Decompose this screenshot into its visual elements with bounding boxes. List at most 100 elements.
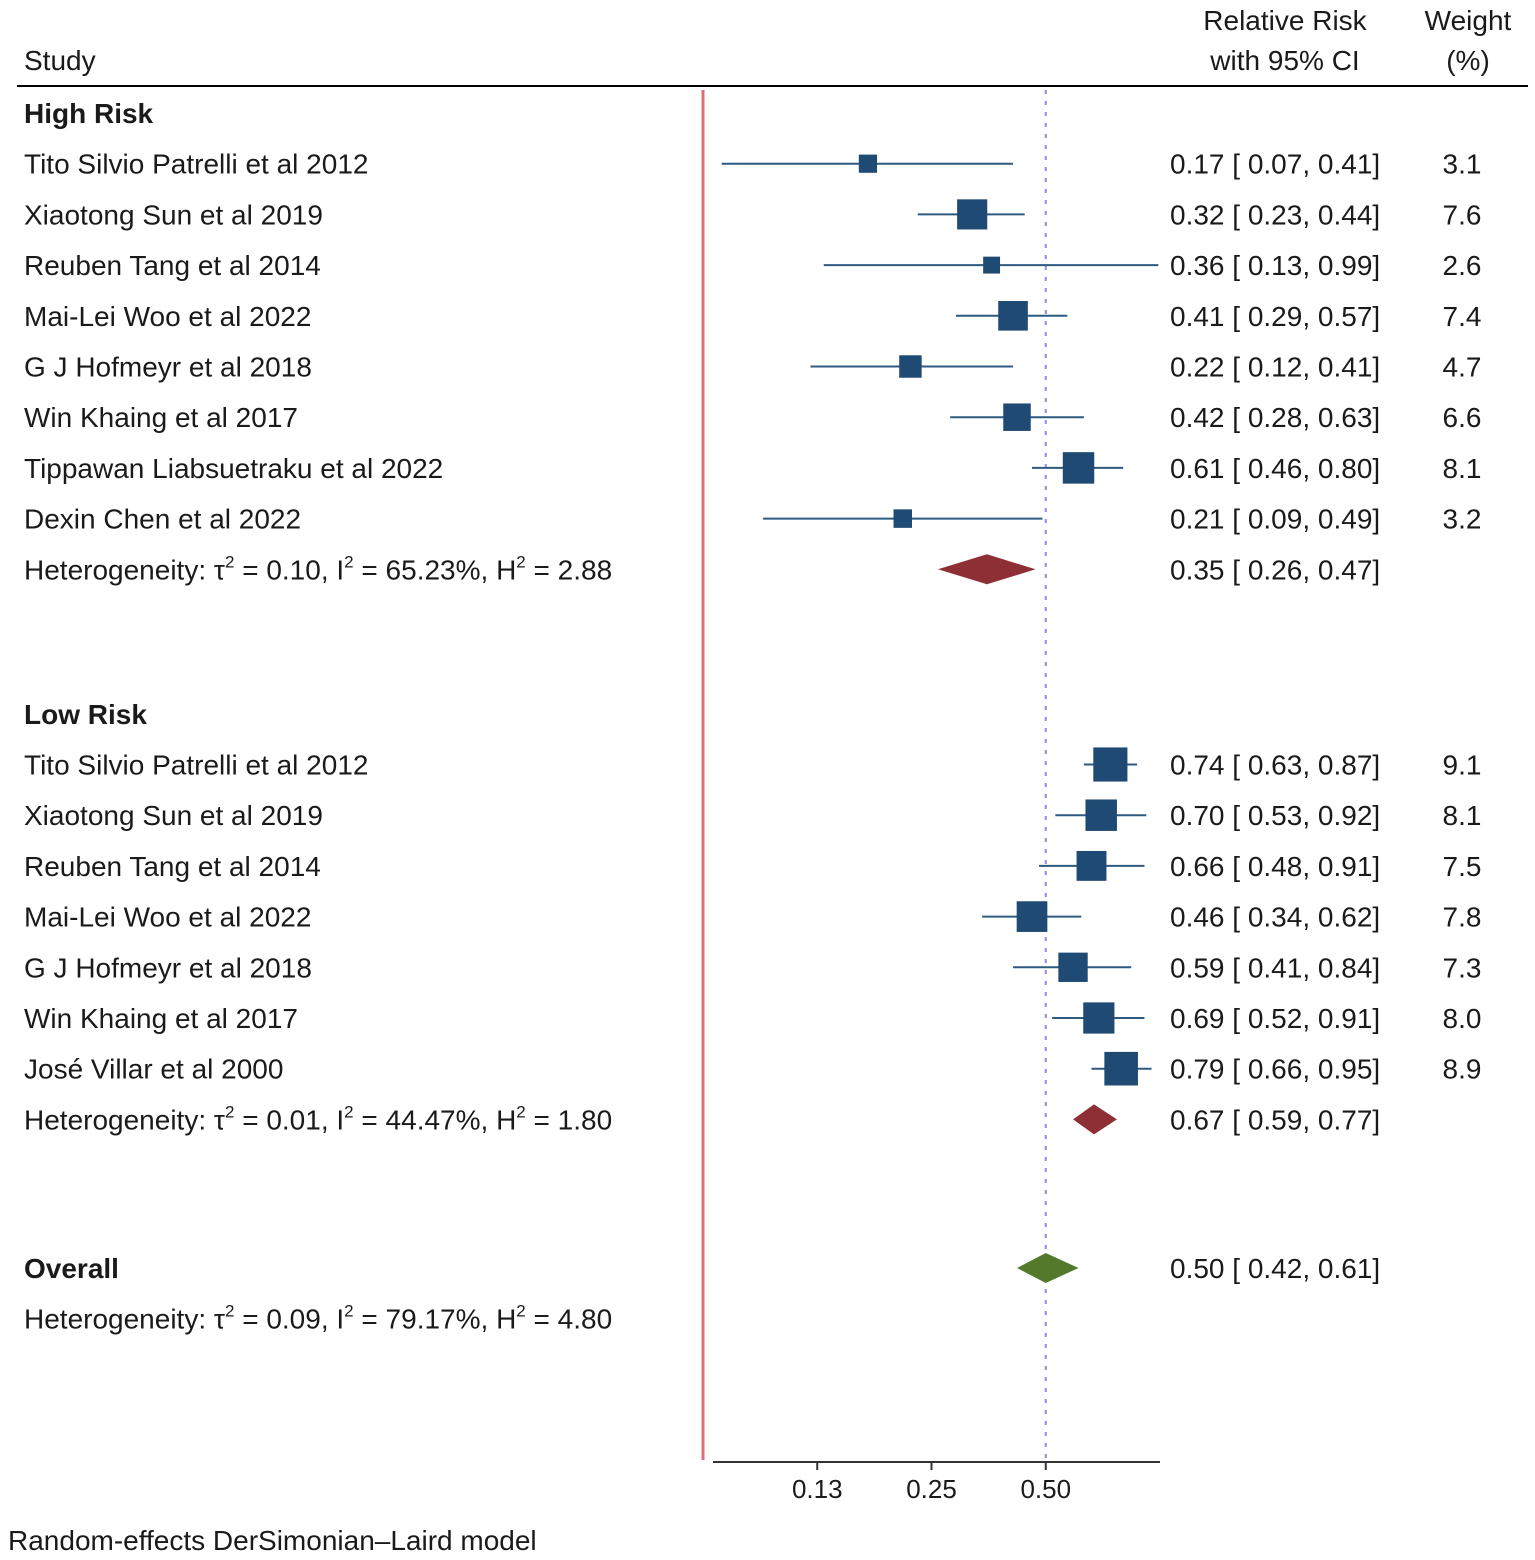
study-label: G J Hofmeyr et al 2018 [24, 352, 312, 383]
header-weight-line2: (%) [1446, 45, 1490, 76]
weight-value: 7.6 [1443, 199, 1482, 230]
study-effect-marker [1016, 901, 1048, 932]
weight-value: 9.1 [1443, 749, 1482, 780]
study-label: G J Hofmeyr et al 2018 [24, 952, 312, 983]
heterogeneity-part: Heterogeneity: τ [24, 554, 225, 585]
group-heading: Low Risk [24, 699, 147, 730]
weight-value: 6.6 [1443, 402, 1482, 433]
weight-value: 7.8 [1443, 902, 1482, 933]
overall-label: Overall [24, 1253, 119, 1284]
effect-ci-text: 0.61 [ 0.46, 0.80] [1170, 453, 1380, 484]
subgroup-pooled-ci-text: 0.67 [ 0.59, 0.77] [1170, 1104, 1380, 1135]
effect-ci-text: 0.36 [ 0.13, 0.99] [1170, 250, 1380, 281]
heterogeneity-part: = 2.88 [526, 554, 612, 585]
study-effect-marker [1062, 452, 1095, 484]
effect-ci-text: 0.74 [ 0.63, 0.87] [1170, 749, 1380, 780]
heterogeneity-part: = 44.47%, H [354, 1104, 517, 1135]
header-effect-line2: with 95% CI [1209, 45, 1359, 76]
effect-ci-text: 0.66 [ 0.48, 0.91] [1170, 851, 1380, 882]
study-label: Tito Silvio Patrelli et al 2012 [24, 149, 368, 180]
group-heading: High Risk [24, 98, 154, 129]
subgroup-heterogeneity: Heterogeneity: τ2 = 0.10, I2 = 65.23%, H… [24, 552, 612, 585]
study-effect-marker [1083, 1002, 1115, 1034]
superscript-2: 2 [516, 1302, 525, 1321]
study-label: Dexin Chen et al 2022 [24, 504, 301, 535]
overall-pooled-diamond [1017, 1253, 1079, 1283]
weight-value: 8.1 [1443, 800, 1482, 831]
superscript-2: 2 [225, 1302, 234, 1321]
study-effect-marker [1003, 403, 1031, 431]
overall-ci-text: 0.50 [ 0.42, 0.61] [1170, 1253, 1380, 1284]
heterogeneity-part: = 1.80 [526, 1104, 612, 1135]
header-effect-line1: Relative Risk [1203, 5, 1367, 36]
study-label: Mai-Lei Woo et al 2022 [24, 301, 311, 332]
heterogeneity-part: Heterogeneity: τ [24, 1304, 225, 1335]
study-effect-marker [1104, 1051, 1138, 1086]
weight-value: 3.2 [1443, 504, 1482, 535]
weight-value: 7.5 [1443, 851, 1482, 882]
study-effect-marker [983, 256, 1001, 274]
x-axis: 0.13 0.25 0.50 [713, 1461, 1160, 1504]
study-label: José Villar et al 2000 [24, 1054, 283, 1085]
overall-heterogeneity: Heterogeneity: τ2 = 0.09, I2 = 79.17%, H… [24, 1302, 612, 1335]
study-label: Win Khaing et al 2017 [24, 402, 298, 433]
effect-ci-text: 0.79 [ 0.66, 0.95] [1170, 1054, 1380, 1085]
heterogeneity-part: Heterogeneity: τ [24, 1104, 225, 1135]
heterogeneity-part: = 0.09, I [234, 1304, 344, 1335]
weight-value: 8.0 [1443, 1003, 1482, 1034]
heterogeneity-part: = 0.01, I [234, 1104, 344, 1135]
effect-ci-text: 0.21 [ 0.09, 0.49] [1170, 504, 1380, 535]
study-effect-marker [1093, 747, 1128, 782]
effect-ci-text: 0.41 [ 0.29, 0.57] [1170, 301, 1380, 332]
weight-value: 8.1 [1443, 453, 1482, 484]
study-label: Reuben Tang et al 2014 [24, 851, 321, 882]
weight-value: 7.3 [1443, 952, 1482, 983]
effect-ci-text: 0.70 [ 0.53, 0.92] [1170, 800, 1380, 831]
heterogeneity-part: = 79.17%, H [354, 1304, 517, 1335]
effect-ci-text: 0.22 [ 0.12, 0.41] [1170, 352, 1380, 383]
study-label: Win Khaing et al 2017 [24, 1003, 298, 1034]
study-label: Mai-Lei Woo et al 2022 [24, 902, 311, 933]
subgroup-pooled-ci-text: 0.35 [ 0.26, 0.47] [1170, 554, 1380, 585]
weight-value: 3.1 [1443, 149, 1482, 180]
weight-value: 2.6 [1443, 250, 1482, 281]
superscript-2: 2 [225, 552, 234, 571]
study-label: Tippawan Liabsuetraku et al 2022 [24, 453, 443, 484]
x-tick-label: 0.13 [792, 1474, 843, 1504]
effect-ci-text: 0.17 [ 0.07, 0.41] [1170, 149, 1380, 180]
subgroup-heterogeneity: Heterogeneity: τ2 = 0.01, I2 = 44.47%, H… [24, 1102, 612, 1135]
study-effect-marker [858, 154, 878, 173]
x-tick-label: 0.25 [906, 1474, 957, 1504]
study-effect-marker [899, 355, 922, 378]
study-label: Xiaotong Sun et al 2019 [24, 800, 323, 831]
effect-ci-text: 0.42 [ 0.28, 0.63] [1170, 402, 1380, 433]
weight-value: 7.4 [1443, 301, 1482, 332]
subgroup-pooled-diamond [937, 554, 1036, 585]
superscript-2: 2 [516, 552, 525, 571]
study-label: Tito Silvio Patrelli et al 2012 [24, 749, 368, 780]
effect-ci-text: 0.32 [ 0.23, 0.44] [1170, 199, 1380, 230]
effect-ci-text: 0.46 [ 0.34, 0.62] [1170, 902, 1380, 933]
heterogeneity-part: = 4.80 [526, 1304, 612, 1335]
superscript-2: 2 [225, 1102, 234, 1121]
footnote: Random-effects DerSimonian–Laird model [8, 1525, 537, 1556]
heterogeneity-part: = 0.10, I [234, 554, 344, 585]
subgroup-pooled-diamond [1073, 1104, 1117, 1135]
effect-ci-text: 0.69 [ 0.52, 0.91] [1170, 1003, 1380, 1034]
header-weight-line1: Weight [1425, 5, 1512, 36]
weight-value: 8.9 [1443, 1054, 1482, 1085]
header-study: Study [24, 45, 96, 76]
study-label: Reuben Tang et al 2014 [24, 250, 321, 281]
weight-value: 4.7 [1443, 352, 1482, 383]
superscript-2: 2 [344, 1102, 353, 1121]
superscript-2: 2 [344, 552, 353, 571]
study-effect-marker [1085, 799, 1117, 831]
effect-ci-text: 0.59 [ 0.41, 0.84] [1170, 952, 1380, 983]
study-effect-marker [1076, 850, 1107, 881]
superscript-2: 2 [344, 1302, 353, 1321]
study-effect-marker [998, 300, 1028, 331]
heterogeneity-part: = 65.23%, H [354, 554, 517, 585]
study-effect-marker [893, 509, 913, 528]
study-effect-marker [1058, 952, 1088, 982]
